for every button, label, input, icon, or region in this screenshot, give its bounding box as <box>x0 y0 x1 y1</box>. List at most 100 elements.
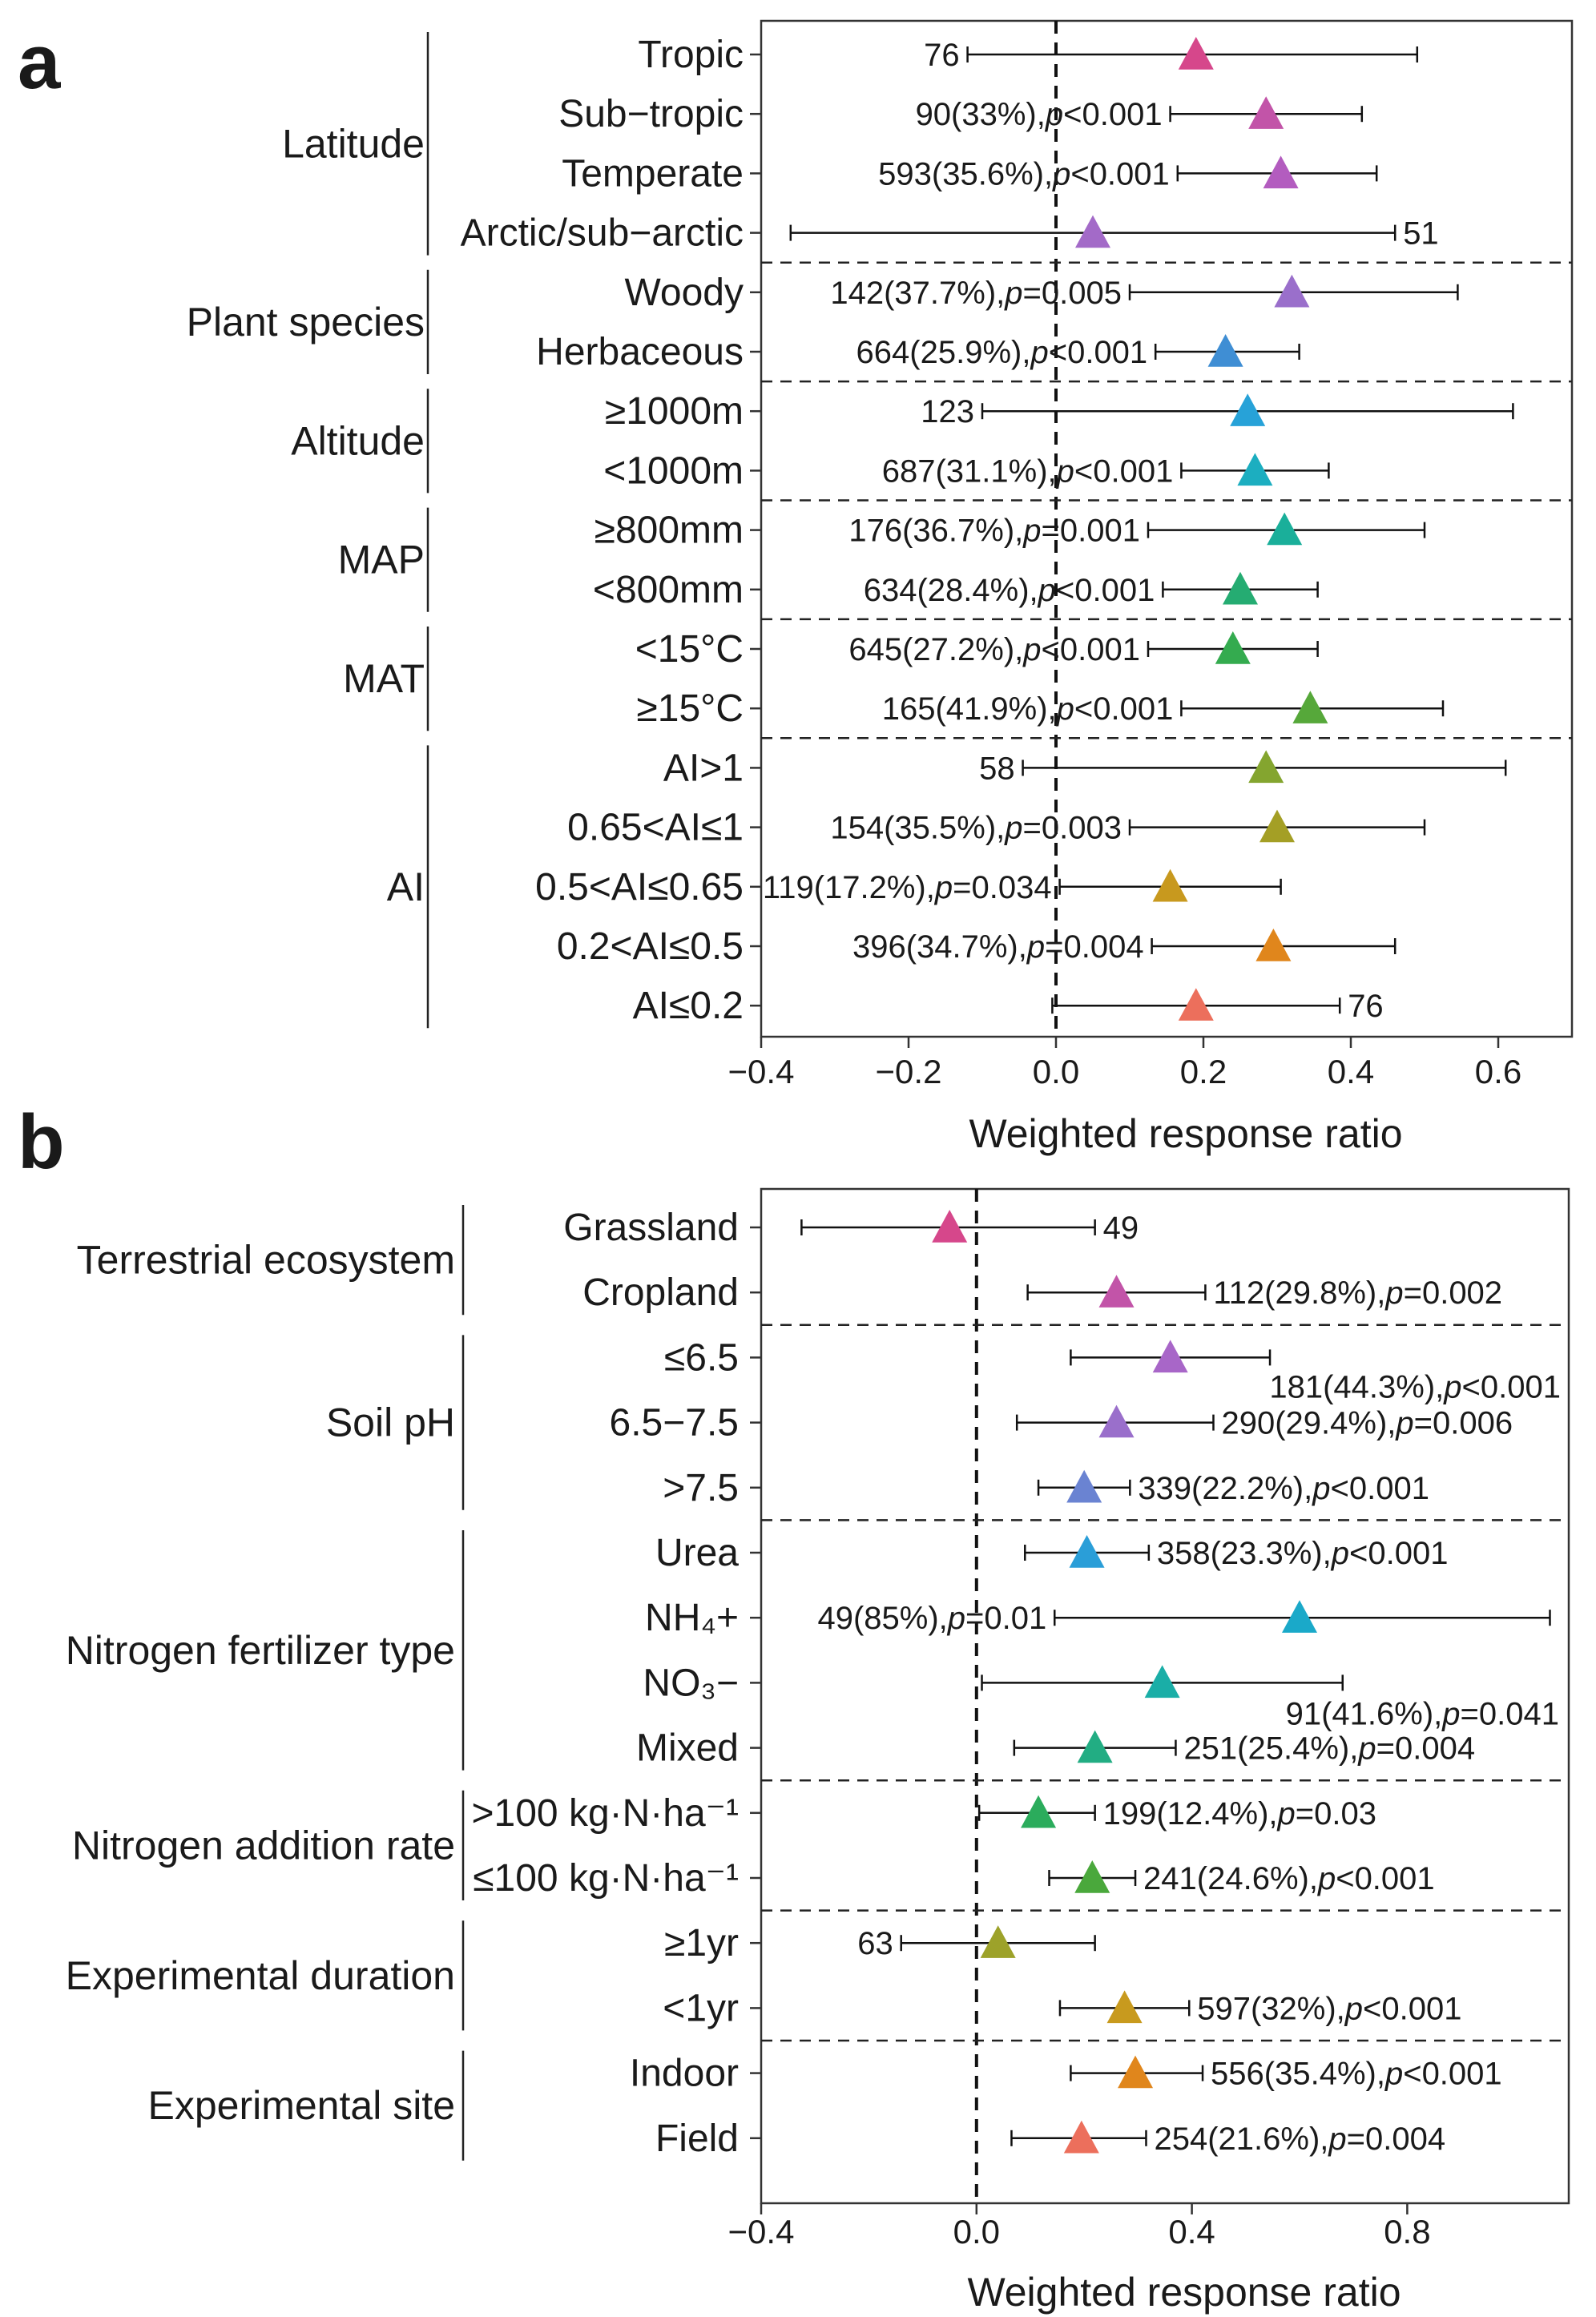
effect-annotation: 112(29.8%),p=0.002 <box>1213 1275 1502 1311</box>
mean-marker <box>1237 453 1273 486</box>
category-label: AI≤0.2 <box>633 985 744 1027</box>
mean-marker <box>1098 1275 1135 1308</box>
category-label: Urea <box>655 1532 739 1574</box>
mean-marker <box>1066 1469 1102 1503</box>
x-tick-label: 0.2 <box>1180 1053 1227 1090</box>
effect-annotation: 76 <box>924 38 960 73</box>
effect-annotation: 339(22.2%),p<0.001 <box>1138 1471 1429 1506</box>
effect-annotation: 645(27.2%),p<0.001 <box>848 632 1140 667</box>
effect-annotation: 254(21.6%),p=0.004 <box>1154 2122 1445 2157</box>
category-label: >100 kg·N·ha⁻¹ <box>472 1792 740 1835</box>
x-tick-label: 0.0 <box>953 2213 1000 2251</box>
mean-marker <box>1178 37 1214 70</box>
effect-annotation: 181(44.3%),p<0.001 <box>1269 1369 1561 1404</box>
effect-annotation: 597(32%),p<0.001 <box>1197 1991 1461 2026</box>
group-label: Altitude <box>291 418 425 463</box>
category-label: 0.65<AI≤1 <box>567 807 744 849</box>
effect-annotation: 165(41.9%),p<0.001 <box>882 691 1174 727</box>
mean-marker <box>1021 1795 1057 1828</box>
effect-annotation: 49(85%),p=0.01 <box>817 1601 1046 1636</box>
category-label: ≤100 kg·N·ha⁻¹ <box>473 1857 739 1900</box>
effect-annotation: 154(35.5%),p=0.003 <box>830 811 1122 846</box>
mean-marker <box>1075 215 1110 248</box>
effect-annotation: 251(25.4%),p=0.004 <box>1183 1731 1475 1767</box>
x-tick-label: 0.4 <box>1168 2213 1215 2251</box>
group-label: Terrestrial ecosystem <box>77 1238 455 1283</box>
category-label: <15°C <box>635 628 744 671</box>
mean-marker <box>1118 2055 1154 2089</box>
effect-annotation: 199(12.4%),p=0.03 <box>1103 1796 1376 1831</box>
category-label: Field <box>655 2118 739 2160</box>
panel-b-x-axis-title: Weighted response ratio <box>967 2270 1401 2315</box>
group-label: Plant species <box>187 300 425 345</box>
mean-marker <box>1144 1665 1180 1698</box>
effect-annotation: 142(37.7%),p=0.005 <box>830 276 1122 311</box>
category-label: Herbaceous <box>536 331 744 373</box>
category-label: ≥15°C <box>636 687 744 730</box>
group-label: MAT <box>343 656 425 701</box>
group-label: Nitrogen fertilizer type <box>66 1628 455 1673</box>
category-label: ≥800mm <box>594 510 744 552</box>
effect-annotation: 556(35.4%),p<0.001 <box>1211 2057 1502 2092</box>
mean-marker <box>1106 1990 1143 2024</box>
mean-marker <box>1274 274 1310 308</box>
mean-marker <box>932 1210 968 1243</box>
effect-annotation: 76 <box>1348 989 1384 1024</box>
group-label: MAP <box>338 538 425 582</box>
category-label: 0.2<AI≤0.5 <box>557 925 744 968</box>
category-label: Woody <box>624 272 744 314</box>
mean-marker <box>1215 631 1251 664</box>
mean-marker <box>1259 809 1295 843</box>
mean-marker <box>980 1925 1016 1958</box>
x-tick-label: 0.8 <box>1384 2213 1430 2251</box>
mean-marker <box>1069 1535 1105 1568</box>
mean-marker <box>1207 334 1243 367</box>
panel-a-x-axis-title: Weighted response ratio <box>969 1111 1402 1156</box>
effect-annotation: 63 <box>857 1926 893 1961</box>
effect-annotation: 176(36.7%),p=0.001 <box>848 514 1140 549</box>
x-tick-label: −0.2 <box>876 1053 942 1090</box>
mean-marker <box>1074 1860 1110 1893</box>
category-label: Grassland <box>563 1207 739 1249</box>
mean-marker <box>1152 1340 1188 1373</box>
mean-marker <box>1263 155 1299 189</box>
effect-annotation: 593(35.6%),p<0.001 <box>878 156 1170 191</box>
category-label: NO₃− <box>643 1662 739 1704</box>
effect-annotation: 91(41.6%),p=0.041 <box>1286 1696 1559 1731</box>
category-label: <1000m <box>603 449 744 492</box>
effect-annotation: 634(28.4%),p<0.001 <box>864 573 1155 608</box>
category-label: Temperate <box>562 152 744 195</box>
effect-annotation: 241(24.6%),p<0.001 <box>1143 1861 1435 1896</box>
x-tick-label: 0.4 <box>1328 1053 1374 1090</box>
category-label: ≤6.5 <box>664 1336 739 1379</box>
category-label: Cropland <box>582 1271 739 1314</box>
mean-marker <box>1248 750 1284 784</box>
effect-annotation: 290(29.4%),p=0.006 <box>1221 1406 1513 1441</box>
category-label: ≥1000m <box>605 390 744 433</box>
effect-annotation: 123 <box>921 394 974 429</box>
category-label: Arctic/sub−arctic <box>461 212 744 255</box>
category-label: <800mm <box>593 569 744 611</box>
category-label: AI>1 <box>663 747 744 789</box>
mean-marker <box>1248 96 1284 129</box>
x-tick-label: −0.4 <box>728 1053 795 1090</box>
mean-marker <box>1230 393 1266 426</box>
group-label: Experimental site <box>148 2083 456 2128</box>
mean-marker <box>1255 929 1292 961</box>
mean-marker <box>1152 868 1188 902</box>
panel-b-letter: b <box>18 1099 65 1185</box>
group-label: Experimental duration <box>66 1953 455 1998</box>
panel-a-plot-frame <box>760 19 1574 1038</box>
category-label: 6.5−7.5 <box>610 1402 739 1445</box>
mean-marker <box>1267 512 1303 546</box>
category-label: <1yr <box>663 1987 739 2029</box>
category-label: Mixed <box>636 1727 739 1770</box>
category-label: ≥1yr <box>664 1922 739 1964</box>
x-tick-label: −0.4 <box>728 2213 795 2251</box>
group-label: Soil pH <box>326 1400 455 1445</box>
category-label: Tropic <box>638 34 744 76</box>
panel-b-content: −0.4 0.0 0.4 0.8 Terrestrial ecosystem Grassl… <box>66 1189 1569 2251</box>
panel-b: b −0.4 0.0 0.4 0.8 Terrestrial ecosystem Gras… <box>18 1099 1570 2315</box>
panel-b-plot-frame <box>760 1187 1570 2205</box>
